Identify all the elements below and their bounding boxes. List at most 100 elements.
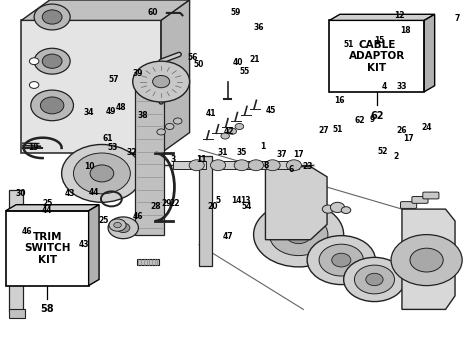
Text: 51: 51 bbox=[332, 125, 343, 134]
Text: 33: 33 bbox=[397, 82, 407, 91]
Circle shape bbox=[286, 160, 301, 171]
Circle shape bbox=[40, 97, 64, 114]
Text: 62: 62 bbox=[355, 116, 365, 125]
Text: 6: 6 bbox=[289, 166, 294, 174]
Text: 1: 1 bbox=[260, 142, 266, 151]
Text: 48: 48 bbox=[116, 103, 126, 112]
Circle shape bbox=[391, 235, 462, 286]
Text: 32: 32 bbox=[126, 148, 137, 157]
Text: 28: 28 bbox=[150, 202, 161, 211]
Text: 22: 22 bbox=[169, 200, 180, 208]
Circle shape bbox=[228, 128, 237, 134]
Text: 17: 17 bbox=[293, 150, 304, 159]
Text: 37: 37 bbox=[276, 150, 287, 159]
Text: 60: 60 bbox=[148, 8, 158, 17]
Text: 53: 53 bbox=[108, 143, 118, 152]
Circle shape bbox=[355, 265, 394, 294]
Circle shape bbox=[29, 58, 39, 65]
Circle shape bbox=[165, 123, 174, 130]
Text: TRIM
SWITCH
KIT: TRIM SWITCH KIT bbox=[24, 232, 71, 265]
Circle shape bbox=[330, 202, 345, 212]
Text: 19: 19 bbox=[28, 143, 38, 152]
Bar bbox=[277, 161, 299, 169]
Polygon shape bbox=[424, 14, 435, 92]
Polygon shape bbox=[89, 205, 99, 286]
Circle shape bbox=[322, 205, 334, 213]
Text: 50: 50 bbox=[194, 60, 204, 69]
Text: 35: 35 bbox=[237, 149, 247, 157]
Text: 55: 55 bbox=[239, 67, 249, 76]
Text: 41: 41 bbox=[206, 109, 216, 118]
Text: 52: 52 bbox=[378, 147, 388, 156]
Text: 54: 54 bbox=[241, 202, 252, 211]
Polygon shape bbox=[402, 209, 455, 309]
Polygon shape bbox=[21, 0, 190, 20]
Text: 17: 17 bbox=[403, 134, 414, 143]
Text: 44: 44 bbox=[42, 206, 53, 215]
Text: 10: 10 bbox=[84, 162, 94, 171]
Circle shape bbox=[109, 219, 126, 231]
Text: 44: 44 bbox=[89, 188, 99, 197]
Text: 46: 46 bbox=[132, 212, 143, 221]
Bar bbox=[173, 161, 206, 169]
Text: 18: 18 bbox=[400, 26, 410, 35]
Text: 23: 23 bbox=[302, 162, 312, 171]
Circle shape bbox=[108, 217, 138, 239]
Polygon shape bbox=[9, 309, 25, 318]
Text: 29: 29 bbox=[162, 199, 172, 208]
Text: 14: 14 bbox=[231, 196, 241, 205]
Text: 25: 25 bbox=[42, 200, 53, 208]
Circle shape bbox=[189, 160, 204, 171]
Text: 57: 57 bbox=[109, 75, 119, 84]
Text: 36: 36 bbox=[253, 23, 264, 32]
Text: 42: 42 bbox=[223, 128, 234, 136]
Polygon shape bbox=[6, 205, 99, 211]
Polygon shape bbox=[265, 167, 327, 240]
Text: 20: 20 bbox=[207, 202, 218, 211]
Circle shape bbox=[133, 61, 190, 102]
Text: 12: 12 bbox=[394, 11, 404, 20]
Text: 25: 25 bbox=[98, 216, 109, 225]
Circle shape bbox=[410, 248, 443, 272]
Text: 8: 8 bbox=[264, 162, 269, 170]
Text: 61: 61 bbox=[103, 134, 113, 143]
Circle shape bbox=[73, 153, 130, 194]
Circle shape bbox=[117, 223, 130, 233]
Text: 51: 51 bbox=[343, 40, 354, 49]
Text: 31: 31 bbox=[218, 149, 228, 157]
Text: 39: 39 bbox=[132, 69, 143, 78]
Polygon shape bbox=[21, 20, 161, 153]
Circle shape bbox=[254, 202, 344, 267]
Text: 5: 5 bbox=[216, 196, 220, 205]
Circle shape bbox=[90, 165, 114, 182]
Circle shape bbox=[29, 82, 39, 88]
Text: 9: 9 bbox=[369, 115, 375, 123]
Text: 30: 30 bbox=[16, 189, 26, 198]
Text: 34: 34 bbox=[84, 108, 94, 117]
Circle shape bbox=[210, 160, 226, 171]
Polygon shape bbox=[9, 190, 23, 311]
Circle shape bbox=[31, 90, 73, 121]
Text: 24: 24 bbox=[421, 123, 432, 132]
Circle shape bbox=[153, 75, 170, 88]
Circle shape bbox=[286, 225, 311, 244]
Circle shape bbox=[157, 129, 165, 135]
Text: 45: 45 bbox=[266, 106, 276, 115]
Bar bbox=[137, 259, 159, 265]
Text: 21: 21 bbox=[250, 55, 260, 64]
Circle shape bbox=[366, 273, 383, 286]
Circle shape bbox=[269, 214, 328, 256]
Text: 7: 7 bbox=[454, 14, 460, 23]
Circle shape bbox=[332, 253, 351, 267]
Text: 2: 2 bbox=[393, 152, 399, 161]
Circle shape bbox=[265, 160, 280, 171]
Text: 26: 26 bbox=[397, 126, 407, 135]
Circle shape bbox=[114, 222, 121, 228]
Text: 16: 16 bbox=[334, 96, 345, 105]
Circle shape bbox=[344, 257, 405, 302]
Bar bbox=[254, 161, 275, 169]
Circle shape bbox=[234, 160, 249, 171]
Polygon shape bbox=[199, 156, 212, 266]
Text: 4: 4 bbox=[381, 82, 387, 91]
Text: 15: 15 bbox=[374, 36, 384, 45]
